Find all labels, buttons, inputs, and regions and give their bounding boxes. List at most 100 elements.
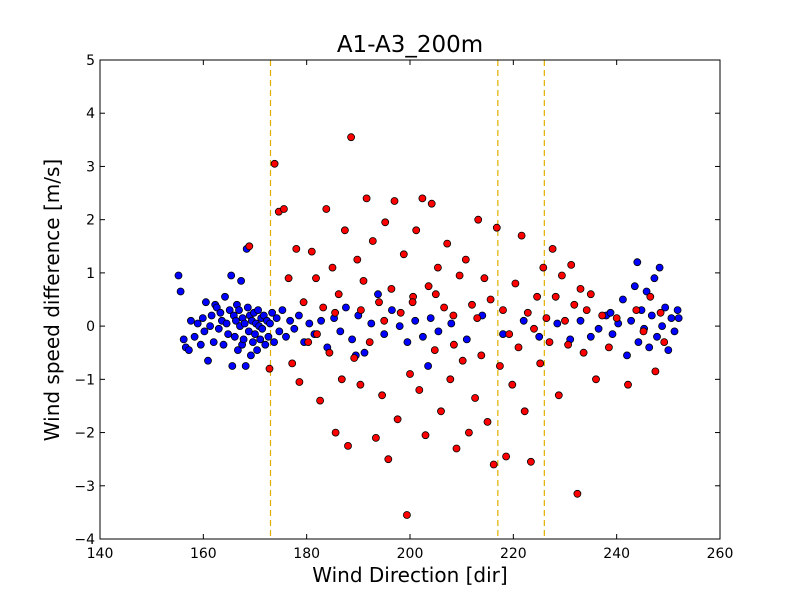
data-point-s0-83: [374, 290, 382, 299]
y-tick-label: 4: [86, 106, 95, 122]
x-axis-label: Wind Direction [dir]: [312, 563, 507, 587]
data-point-s1-42: [406, 370, 414, 378]
data-point-s1-108: [646, 292, 655, 301]
data-point-s0-84: [380, 330, 389, 339]
data-point-s1-105: [624, 380, 632, 389]
data-point-s1-70: [492, 223, 501, 232]
data-point-s0-90: [426, 314, 435, 323]
data-point-s0-35: [237, 276, 246, 285]
data-point-s0-29: [230, 332, 239, 341]
data-point-s0-117: [653, 332, 661, 341]
data-point-s0-33: [235, 306, 243, 315]
data-point-s1-90: [554, 391, 563, 400]
data-point-s1-28: [362, 194, 371, 203]
data-point-s0-38: [239, 335, 248, 344]
x-tick-label: 140: [87, 546, 114, 562]
x-tick-label: 200: [397, 546, 424, 562]
data-point-s1-114: [408, 298, 417, 307]
data-point-s1-41: [402, 511, 411, 519]
data-point-s1-85: [539, 263, 548, 272]
y-tick-label: −2: [74, 426, 95, 442]
data-point-s1-91: [558, 271, 566, 280]
data-point-s1-63: [471, 394, 480, 402]
data-point-s0-110: [634, 338, 643, 347]
data-point-s1-48: [424, 282, 433, 291]
data-point-s1-8: [295, 378, 304, 386]
data-point-s0-30: [231, 316, 240, 325]
data-point-s1-99: [582, 306, 591, 315]
data-point-s1-67: [483, 417, 492, 426]
data-point-s0-7: [193, 319, 202, 328]
data-point-s1-13: [316, 396, 325, 405]
data-point-s1-22: [344, 441, 352, 450]
data-point-s1-30: [368, 237, 377, 245]
data-point-s1-23: [347, 133, 356, 142]
data-point-s0-128: [424, 362, 433, 370]
data-point-s0-54: [256, 335, 265, 344]
data-point-s1-71: [495, 362, 504, 370]
data-point-s1-47: [421, 431, 430, 440]
data-point-s0-113: [642, 287, 651, 296]
data-point-s1-29: [365, 338, 374, 347]
data-point-s1-45: [415, 386, 424, 394]
data-point-s1-118: [331, 308, 340, 317]
data-point-s0-98: [553, 319, 562, 328]
data-point-s0-77: [336, 327, 345, 336]
data-point-s1-32: [375, 298, 383, 307]
data-point-s0-65: [275, 327, 284, 336]
data-point-s0-72: [305, 319, 314, 328]
data-point-s1-66: [480, 274, 489, 283]
data-point-s1-115: [431, 290, 440, 299]
data-point-s0-15: [209, 338, 218, 347]
data-point-s1-94: [567, 260, 576, 269]
y-tick-label: −1: [74, 372, 95, 388]
data-point-s1-16: [325, 348, 334, 357]
data-point-s0-116: [650, 274, 659, 283]
data-point-s1-40: [399, 250, 408, 259]
data-point-s1-26: [356, 380, 365, 389]
data-point-s0-104: [608, 330, 617, 339]
data-point-s1-107: [639, 327, 648, 336]
data-point-s1-25: [353, 255, 362, 264]
data-point-s0-10: [200, 327, 209, 336]
data-point-s1-6: [288, 359, 297, 368]
data-point-s1-54: [443, 239, 452, 248]
data-point-s0-107: [623, 351, 631, 360]
data-point-s0-66: [278, 306, 287, 315]
data-point-s1-61: [464, 428, 473, 437]
data-point-s0-24: [224, 330, 233, 339]
data-point-s1-119: [313, 330, 321, 339]
data-point-s0-23: [222, 319, 231, 328]
data-point-s1-62: [468, 300, 476, 309]
y-tick-label: 1: [86, 266, 95, 282]
data-point-s1-72: [499, 306, 507, 315]
data-point-s1-112: [356, 306, 365, 315]
y-axis-label: Wind speed difference [m/s]: [40, 159, 64, 441]
data-point-s0-81: [360, 348, 369, 357]
data-point-s1-116: [449, 340, 458, 349]
data-point-s1-87: [545, 338, 554, 347]
data-point-s1-33: [378, 391, 387, 400]
data-point-s0-12: [204, 356, 212, 365]
data-point-s0-68: [286, 316, 295, 325]
data-point-s1-53: [440, 303, 449, 312]
data-point-s1-104: [612, 314, 621, 323]
data-point-s0-11: [201, 298, 210, 307]
data-point-s1-65: [477, 351, 486, 360]
data-point-s1-31: [371, 433, 380, 442]
data-point-s0-51: [253, 346, 262, 355]
data-point-s0-47: [248, 338, 257, 347]
data-point-s0-64: [272, 314, 281, 323]
data-point-s1-69: [489, 460, 498, 469]
data-point-s0-88: [411, 316, 420, 325]
data-point-s1-95: [570, 300, 579, 309]
data-point-s1-74: [505, 330, 514, 339]
data-point-s1-56: [449, 311, 458, 320]
data-point-s1-103: [605, 343, 613, 352]
data-point-s0-14: [207, 311, 216, 320]
data-point-s1-12: [312, 274, 320, 283]
data-point-s0-86: [395, 322, 404, 331]
data-point-s0-124: [673, 306, 682, 315]
data-point-s0-106: [619, 295, 627, 304]
